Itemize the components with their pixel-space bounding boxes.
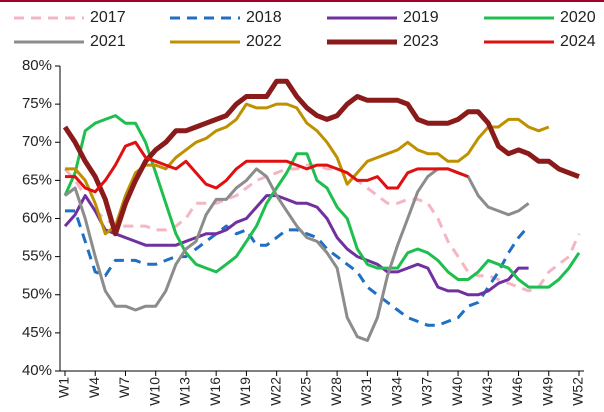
series-line (63, 194, 529, 297)
series-line (65, 140, 469, 194)
x-tick-label: W37 (419, 377, 435, 406)
x-tick-label: W43 (479, 377, 495, 406)
y-tick-label: 60% (22, 209, 52, 226)
y-tick-label: 70% (22, 133, 52, 150)
legend-label: 2024 (560, 33, 596, 50)
x-tick-label: W7 (116, 377, 132, 398)
x-tick-label: W34 (388, 377, 404, 406)
legend-label: 2023 (403, 33, 439, 50)
x-tick-label: W13 (177, 377, 193, 406)
y-tick-label: 40% (22, 362, 52, 379)
x-tick-label: W31 (358, 377, 374, 406)
legend-label: 2021 (90, 33, 126, 50)
y-tick-label: 50% (22, 286, 52, 303)
x-tick-label: W22 (267, 377, 283, 406)
x-tick-label: W49 (539, 377, 555, 406)
x-tick-label: W10 (146, 377, 162, 406)
x-tick-label: W4 (86, 377, 102, 398)
y-tick-label: 80% (22, 57, 52, 74)
series-line (63, 114, 581, 289)
legend-label: 2020 (560, 9, 596, 26)
x-tick-label: W1 (56, 377, 72, 398)
legend-label: 2017 (90, 9, 126, 26)
y-tick-label: 65% (22, 171, 52, 188)
x-tick-label: W28 (328, 377, 344, 406)
x-tick-label: W25 (298, 377, 314, 406)
y-tick-label: 45% (22, 324, 52, 341)
y-tick-label: 75% (22, 95, 52, 112)
x-tick-label: W46 (509, 377, 525, 406)
x-tick-label: W16 (207, 377, 223, 406)
series-line (65, 209, 530, 327)
y-tick-label: 55% (22, 248, 52, 265)
series-line (62, 78, 580, 237)
legend-label: 2018 (246, 9, 282, 26)
x-tick-label: W19 (237, 377, 253, 406)
x-tick-label: W40 (449, 377, 465, 406)
legend-label: 2019 (403, 9, 439, 26)
legend-label: 2022 (246, 33, 282, 50)
x-tick-label: W52 (570, 377, 586, 406)
